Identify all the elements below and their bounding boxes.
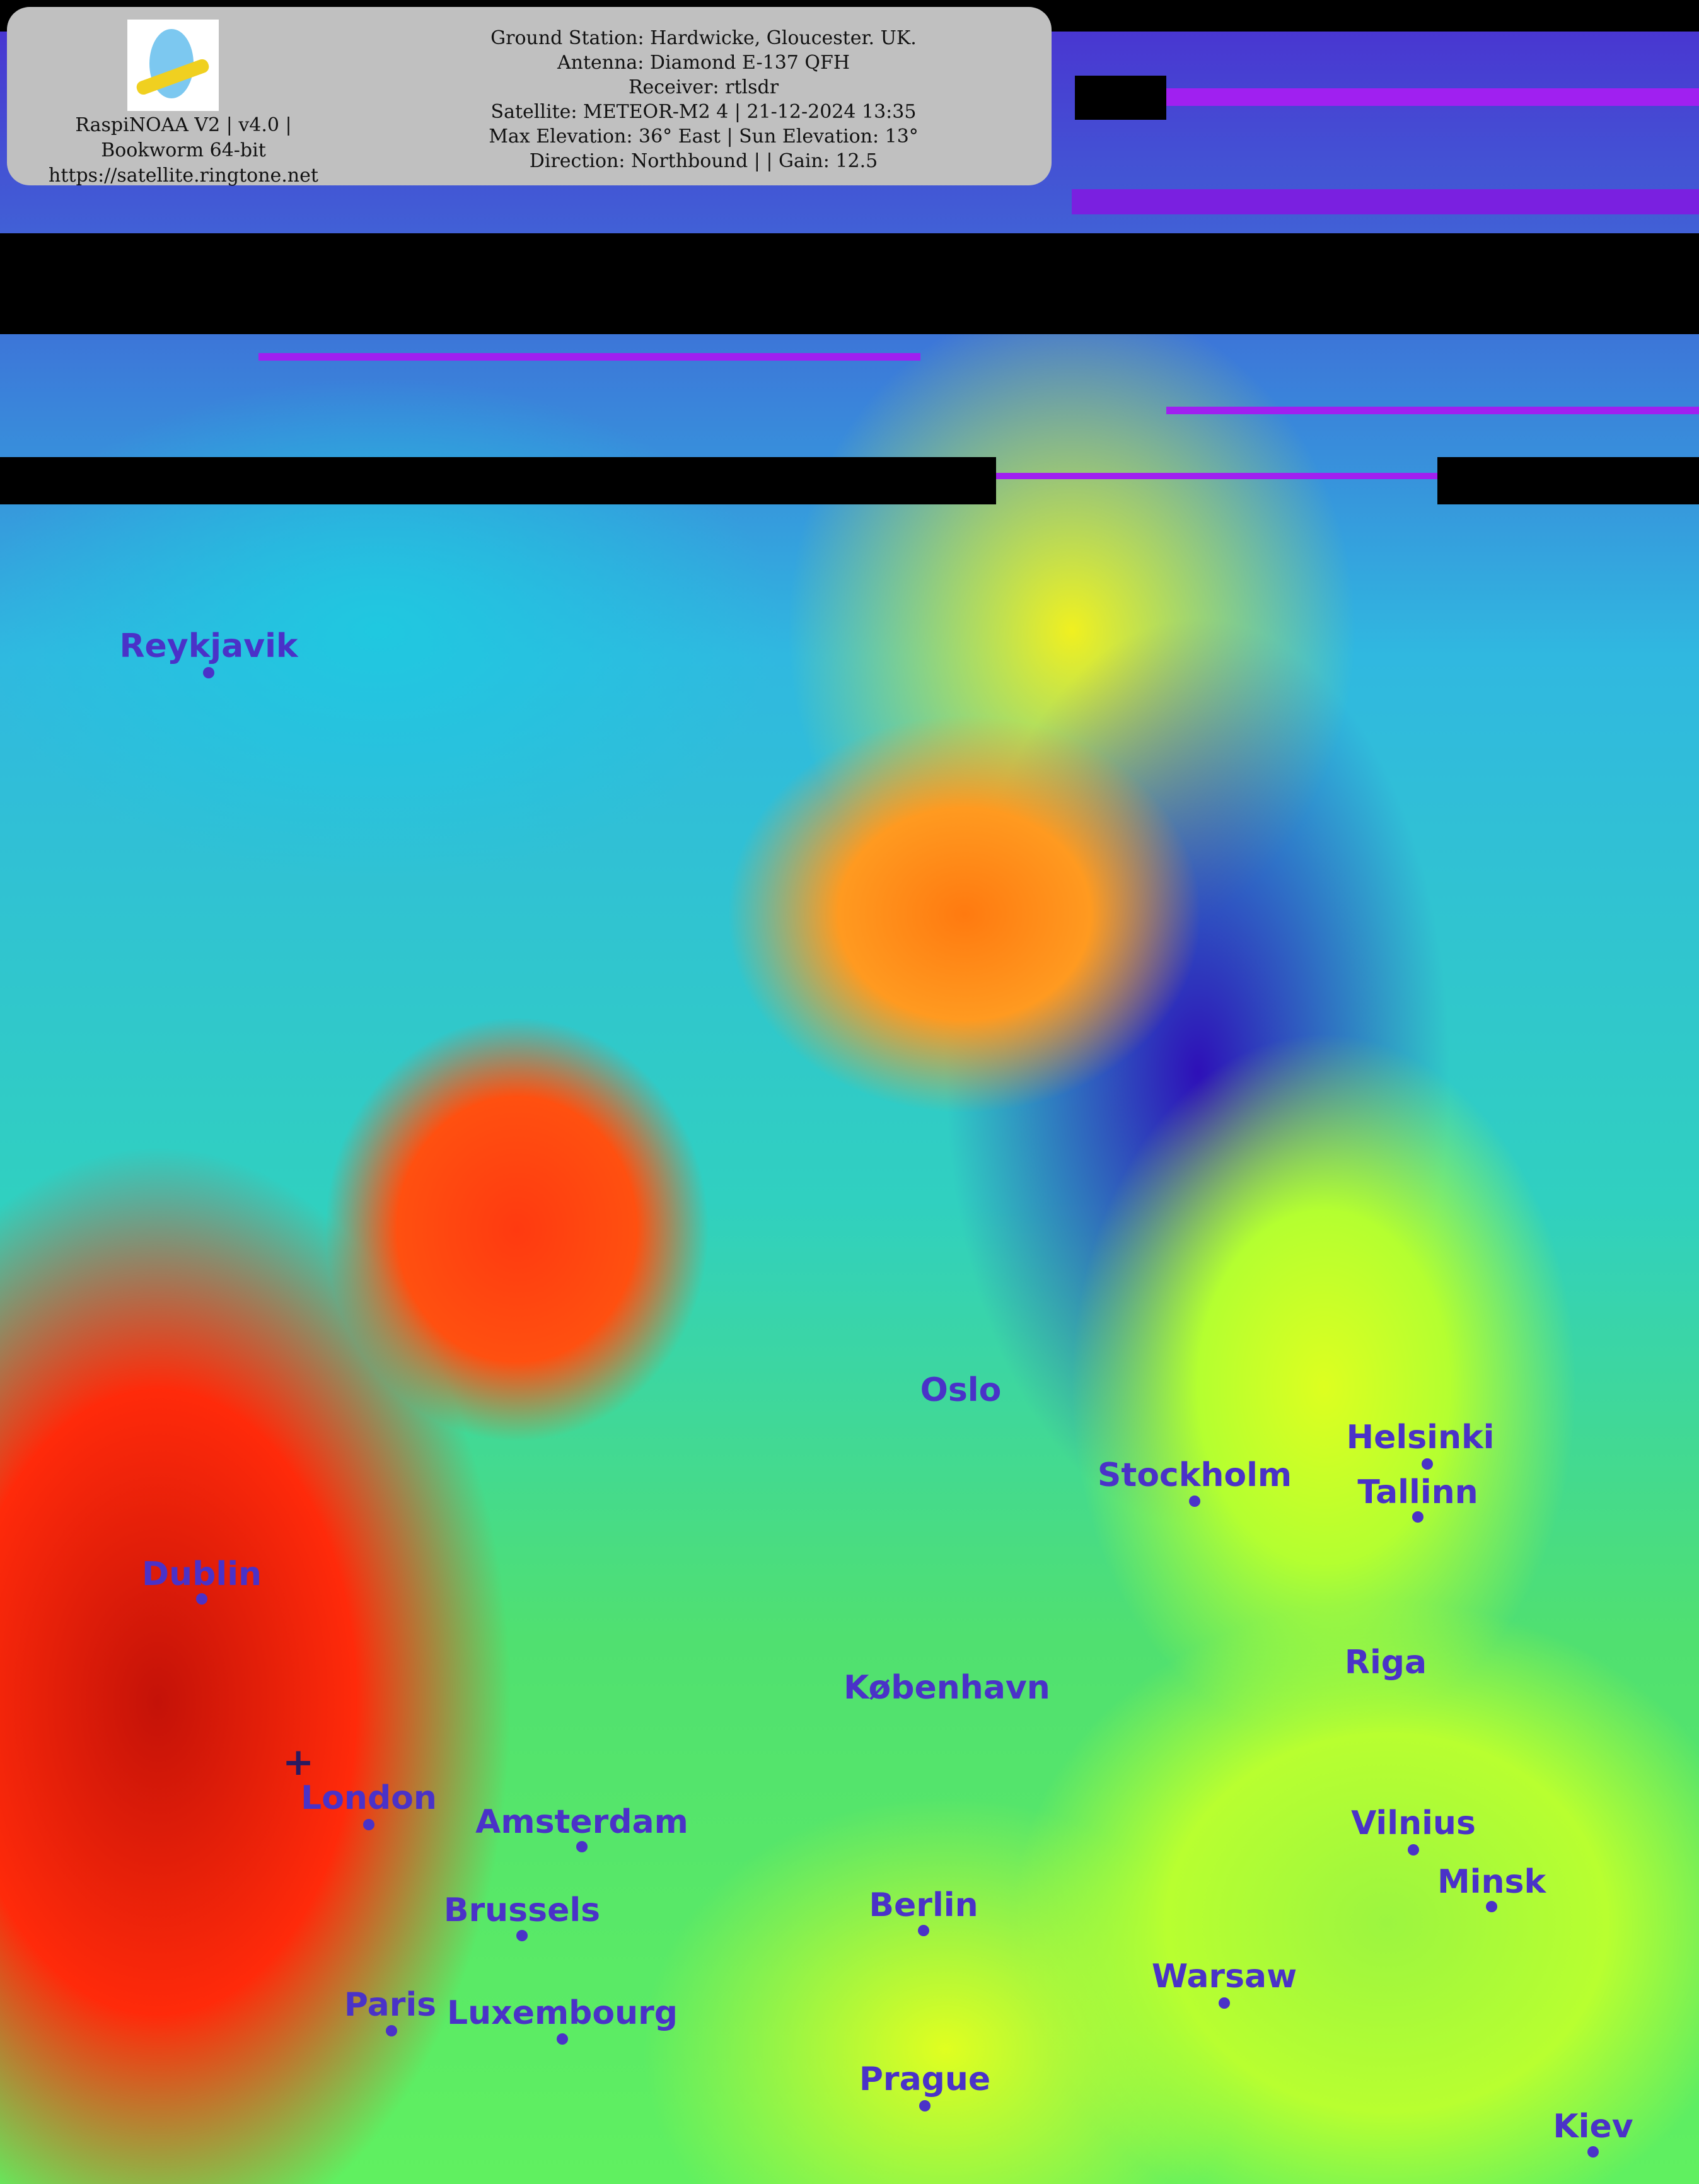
receiver: Receiver: rtlsdr	[628, 76, 779, 98]
noise-stripe	[996, 473, 1437, 479]
signal-loss-band	[1437, 457, 1699, 504]
ground-station-marker: +	[282, 1740, 315, 1784]
city-dot	[576, 1841, 588, 1852]
city-label-amsterdam: Amsterdam	[475, 1803, 688, 1841]
info-overlay: RaspiNOAA V2 | v4.0 | Bookworm 64-bit ht…	[7, 7, 1052, 187]
website-url: https://satellite.ringtone.net	[49, 165, 318, 187]
direction-gain: Direction: Northbound | | Gain: 12.5	[529, 150, 878, 172]
city-label-paris: Paris	[344, 1986, 437, 2024]
city-dot	[196, 1593, 207, 1605]
city-label-london: London	[301, 1779, 437, 1817]
signal-loss-band	[0, 233, 1699, 334]
noise-stripe	[1166, 407, 1699, 414]
city-dot	[919, 2100, 931, 2111]
city-label-minsk: Minsk	[1437, 1863, 1546, 1901]
noise-stripe	[1166, 88, 1699, 106]
noise-stripe	[1072, 189, 1699, 214]
city-dot	[1412, 1511, 1424, 1523]
city-label-kiev: Kiev	[1553, 2108, 1633, 2146]
city-dot	[918, 1925, 929, 1936]
city-label-reykjavik: Reykjavik	[119, 627, 298, 665]
city-dot	[1189, 1496, 1200, 1507]
city-label-helsinki: Helsinki	[1346, 1419, 1495, 1456]
city-label-dublin: Dublin	[141, 1555, 262, 1593]
logo	[127, 20, 219, 111]
city-label-luxembourg: Luxembourg	[447, 1994, 678, 2032]
city-label-vilnius: Vilnius	[1351, 1804, 1476, 1842]
os-version: Bookworm 64-bit	[101, 139, 266, 161]
city-label-stockholm: Stockholm	[1097, 1456, 1292, 1494]
city-dot	[1587, 2146, 1599, 2158]
city-dot	[1408, 1844, 1419, 1856]
software-version: RaspiNOAA V2 | v4.0 |	[75, 114, 292, 136]
satellite-pass: Satellite: METEOR-M2 4 | 21-12-2024 13:3…	[490, 101, 917, 123]
noise-stripe	[258, 353, 920, 361]
city-label-berlin: Berlin	[869, 1886, 978, 1924]
city-label-tallinn: Tallinn	[1357, 1473, 1478, 1511]
signal-loss-band	[0, 457, 996, 504]
city-dot	[1486, 1901, 1497, 1912]
city-dot	[386, 2025, 397, 2036]
city-label-oslo: Oslo	[920, 1371, 1002, 1409]
city-dot	[1219, 1997, 1230, 2009]
ground-station: Ground Station: Hardwicke, Gloucester. U…	[490, 27, 917, 49]
city-label-warsaw: Warsaw	[1151, 1958, 1297, 1995]
city-dot	[557, 2033, 568, 2045]
city-dot	[363, 1819, 374, 1830]
city-dot	[203, 667, 214, 678]
city-dot	[516, 1930, 528, 1941]
city-label-kobenhavn: København	[844, 1669, 1050, 1707]
antenna: Antenna: Diamond E-137 QFH	[557, 52, 850, 74]
city-label-prague: Prague	[859, 2060, 991, 2098]
signal-loss-band	[1075, 76, 1166, 120]
city-label-brussels: Brussels	[443, 1891, 601, 1929]
elevation: Max Elevation: 36° East | Sun Elevation:…	[489, 125, 919, 148]
city-dot	[1422, 1458, 1433, 1470]
city-label-riga: Riga	[1344, 1644, 1427, 1682]
